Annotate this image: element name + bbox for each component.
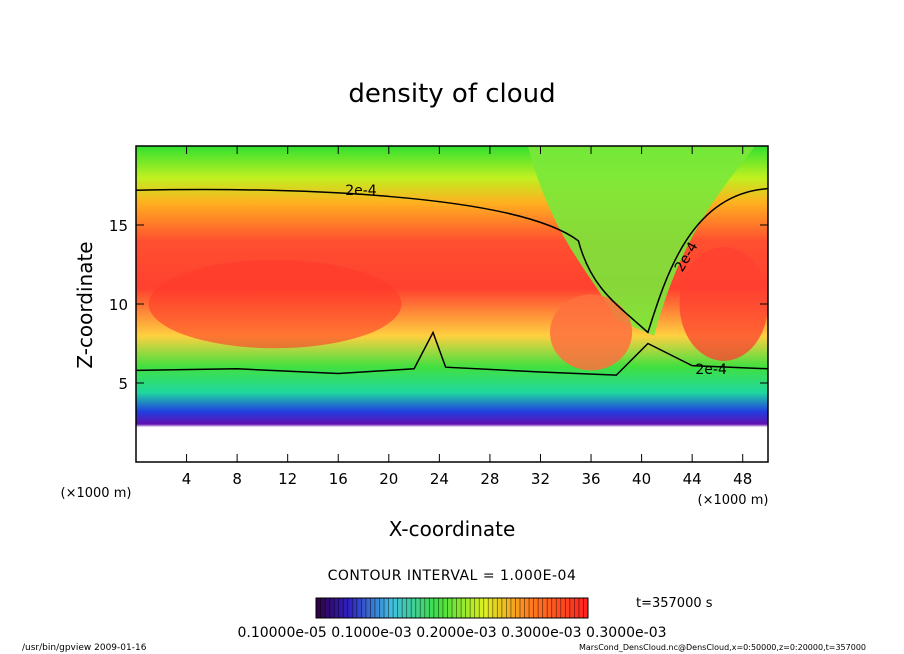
x-axis-label: X-coordinate	[389, 517, 516, 541]
y-unit-label: (×1000 m)	[61, 486, 132, 501]
cloud-blob	[549, 294, 633, 371]
x-tick-label-3: 16	[329, 470, 348, 488]
x-tick-label-1: 8	[232, 470, 242, 488]
chart-title: density of cloud	[348, 79, 555, 109]
footer-right: MarsCond_DensCloud.nc@DensCloud,x=0:5000…	[578, 643, 866, 652]
footer-left: /usr/bin/gpview 2009-01-16	[22, 643, 147, 653]
contour-label-2: 2e-4	[695, 362, 727, 378]
y-axis-label: Z-coordinate	[73, 241, 97, 368]
cloud-right	[679, 247, 768, 361]
gap-region	[527, 146, 756, 336]
x-unit-label: (×1000 m)	[698, 493, 769, 508]
cloud-left	[148, 259, 402, 349]
time-label: t=357000 s	[636, 596, 713, 611]
colorbar-labels: 0.10000e-05 0.1000e-03 0.2000e-03 0.3000…	[237, 625, 666, 641]
y-axis-ticks: 5 10 15	[109, 217, 768, 393]
contour-upper	[135, 187, 769, 334]
x-axis-ticks: 4 8 12 16 20 24 28 32 36 40 44 48	[182, 146, 752, 488]
x-tick-label-11: 48	[733, 470, 752, 488]
x-tick-label-5: 24	[430, 470, 449, 488]
y-tick-label-2: 15	[109, 217, 128, 235]
contour-lower	[135, 330, 769, 376]
x-tick-label-8: 36	[581, 470, 600, 488]
heatmap-field	[136, 146, 768, 462]
contour-label-0: 2e-4	[345, 183, 377, 199]
x-tick-label-0: 4	[182, 470, 192, 488]
x-tick-label-4: 20	[379, 470, 398, 488]
x-tick-label-9: 40	[632, 470, 651, 488]
contour-interval: CONTOUR INTERVAL = 1.000E-04	[327, 568, 577, 584]
y-tick-label-0: 5	[118, 375, 128, 393]
x-tick-label-10: 44	[683, 470, 702, 488]
x-tick-label-2: 12	[278, 470, 297, 488]
x-tick-label-6: 28	[480, 470, 499, 488]
x-tick-label-7: 32	[531, 470, 550, 488]
colorbar-ticks	[315, 598, 589, 618]
y-tick-label-1: 10	[109, 296, 128, 314]
